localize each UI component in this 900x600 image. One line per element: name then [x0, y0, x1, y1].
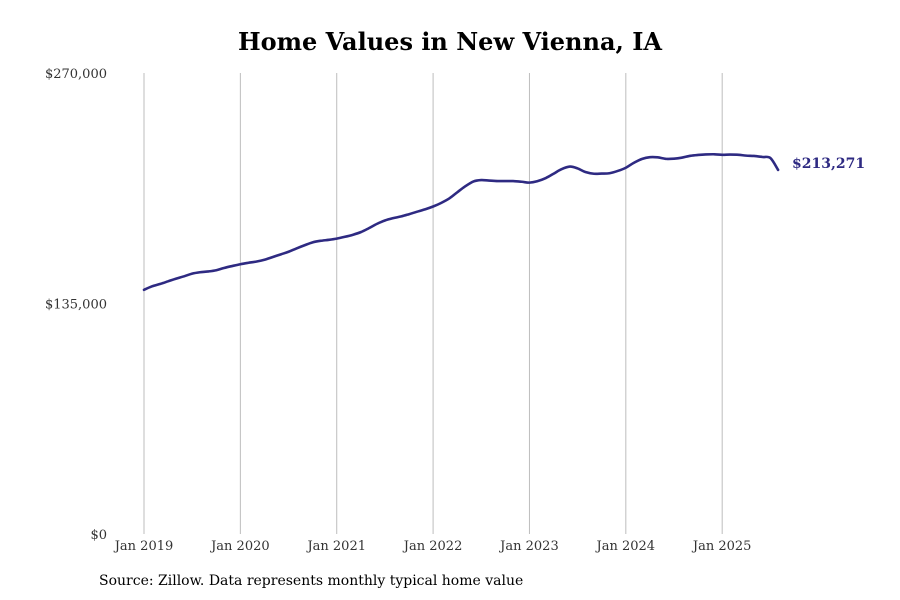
series-line — [142, 152, 780, 292]
y-tick-label: $0 — [90, 528, 107, 543]
end-value-label: $213,271 — [792, 156, 865, 172]
x-tick-label: Jan 2023 — [498, 539, 559, 554]
x-tick-label: Jan 2019 — [113, 539, 174, 554]
y-tick-label: $270,000 — [45, 67, 107, 82]
x-tick-label: Jan 2021 — [305, 539, 366, 554]
source-note: Source: Zillow. Data represents monthly … — [99, 573, 524, 589]
chart-title: Home Values in New Vienna, IA — [237, 27, 663, 56]
x-tick-label: Jan 2024 — [595, 539, 656, 554]
x-tick-label: Jan 2020 — [209, 539, 270, 554]
x-tick-label: Jan 2025 — [691, 539, 752, 554]
y-tick-label: $135,000 — [45, 298, 107, 313]
x-tick-label: Jan 2022 — [402, 539, 463, 554]
